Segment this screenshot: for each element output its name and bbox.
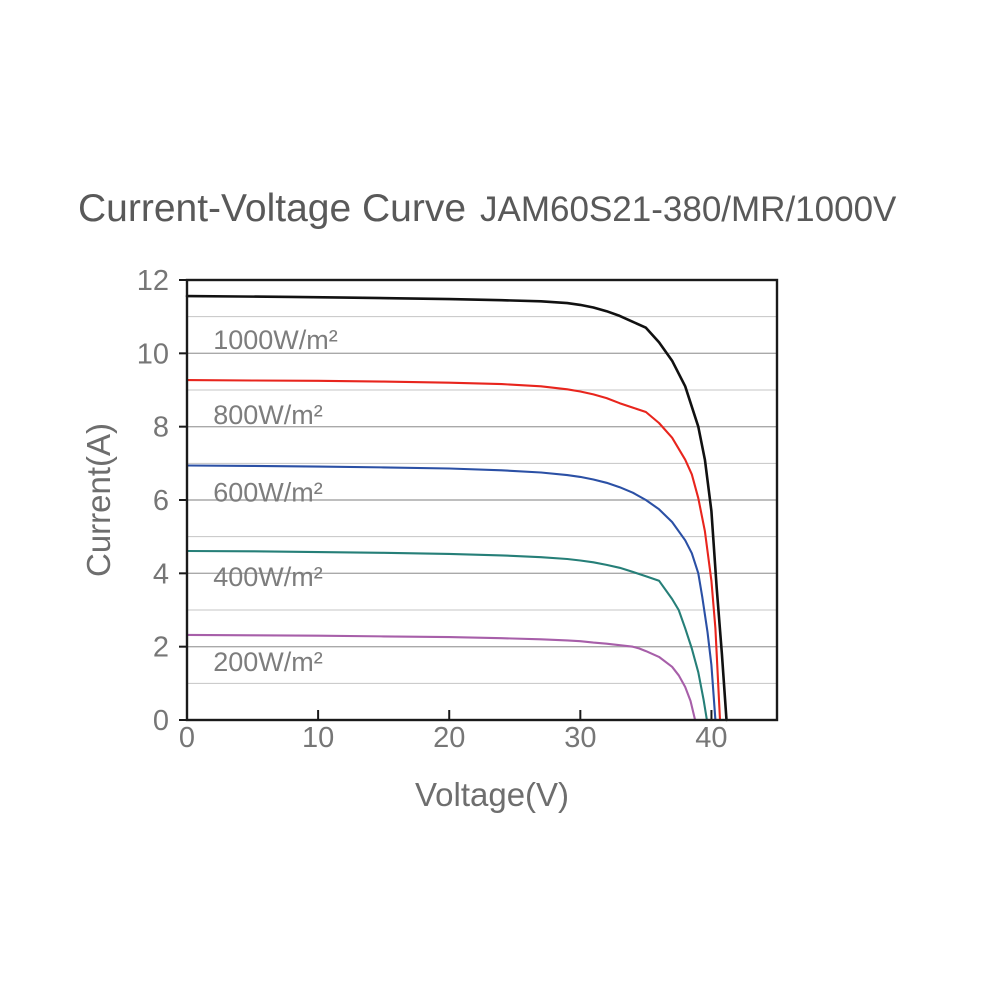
curve-200wm2 bbox=[185, 633, 697, 722]
series-label-800wm2: 800W/m² bbox=[213, 400, 323, 430]
x-tick-label-20: 20 bbox=[433, 722, 465, 754]
x-tick-label-0: 0 bbox=[179, 722, 195, 754]
y-tick-label-6: 6 bbox=[153, 485, 169, 517]
series-label-600wm2: 600W/m² bbox=[213, 477, 323, 507]
curve-600wm2 bbox=[185, 464, 717, 722]
x-tick-label-40: 40 bbox=[695, 722, 727, 754]
curve-800wm2 bbox=[185, 379, 722, 722]
y-tick-label-12: 12 bbox=[137, 265, 169, 297]
curve-1000wm2 bbox=[185, 294, 728, 722]
y-tick-label-4: 4 bbox=[153, 558, 169, 590]
y-axis-title: Current(A) bbox=[80, 423, 117, 577]
y-tick-label-0: 0 bbox=[153, 705, 169, 737]
chart-title: Current-Voltage Curve JAM60S21-380/MR/10… bbox=[78, 187, 897, 231]
y-tick-label-8: 8 bbox=[153, 412, 169, 444]
series-label-200wm2: 200W/m² bbox=[213, 647, 323, 677]
chart-title-main: Current-Voltage Curve bbox=[78, 187, 467, 230]
series-label-400wm2: 400W/m² bbox=[213, 562, 323, 592]
x-axis-title: Voltage(V) bbox=[415, 776, 569, 813]
curve-400wm2 bbox=[185, 549, 708, 722]
y-tick-label-2: 2 bbox=[153, 632, 169, 664]
chart-title-model: JAM60S21-380/MR/1000V bbox=[480, 190, 897, 229]
y-tick-label-10: 10 bbox=[137, 338, 169, 370]
x-tick-label-10: 10 bbox=[302, 722, 334, 754]
x-tick-label-30: 30 bbox=[564, 722, 596, 754]
series-label-1000wm2: 1000W/m² bbox=[213, 325, 338, 355]
